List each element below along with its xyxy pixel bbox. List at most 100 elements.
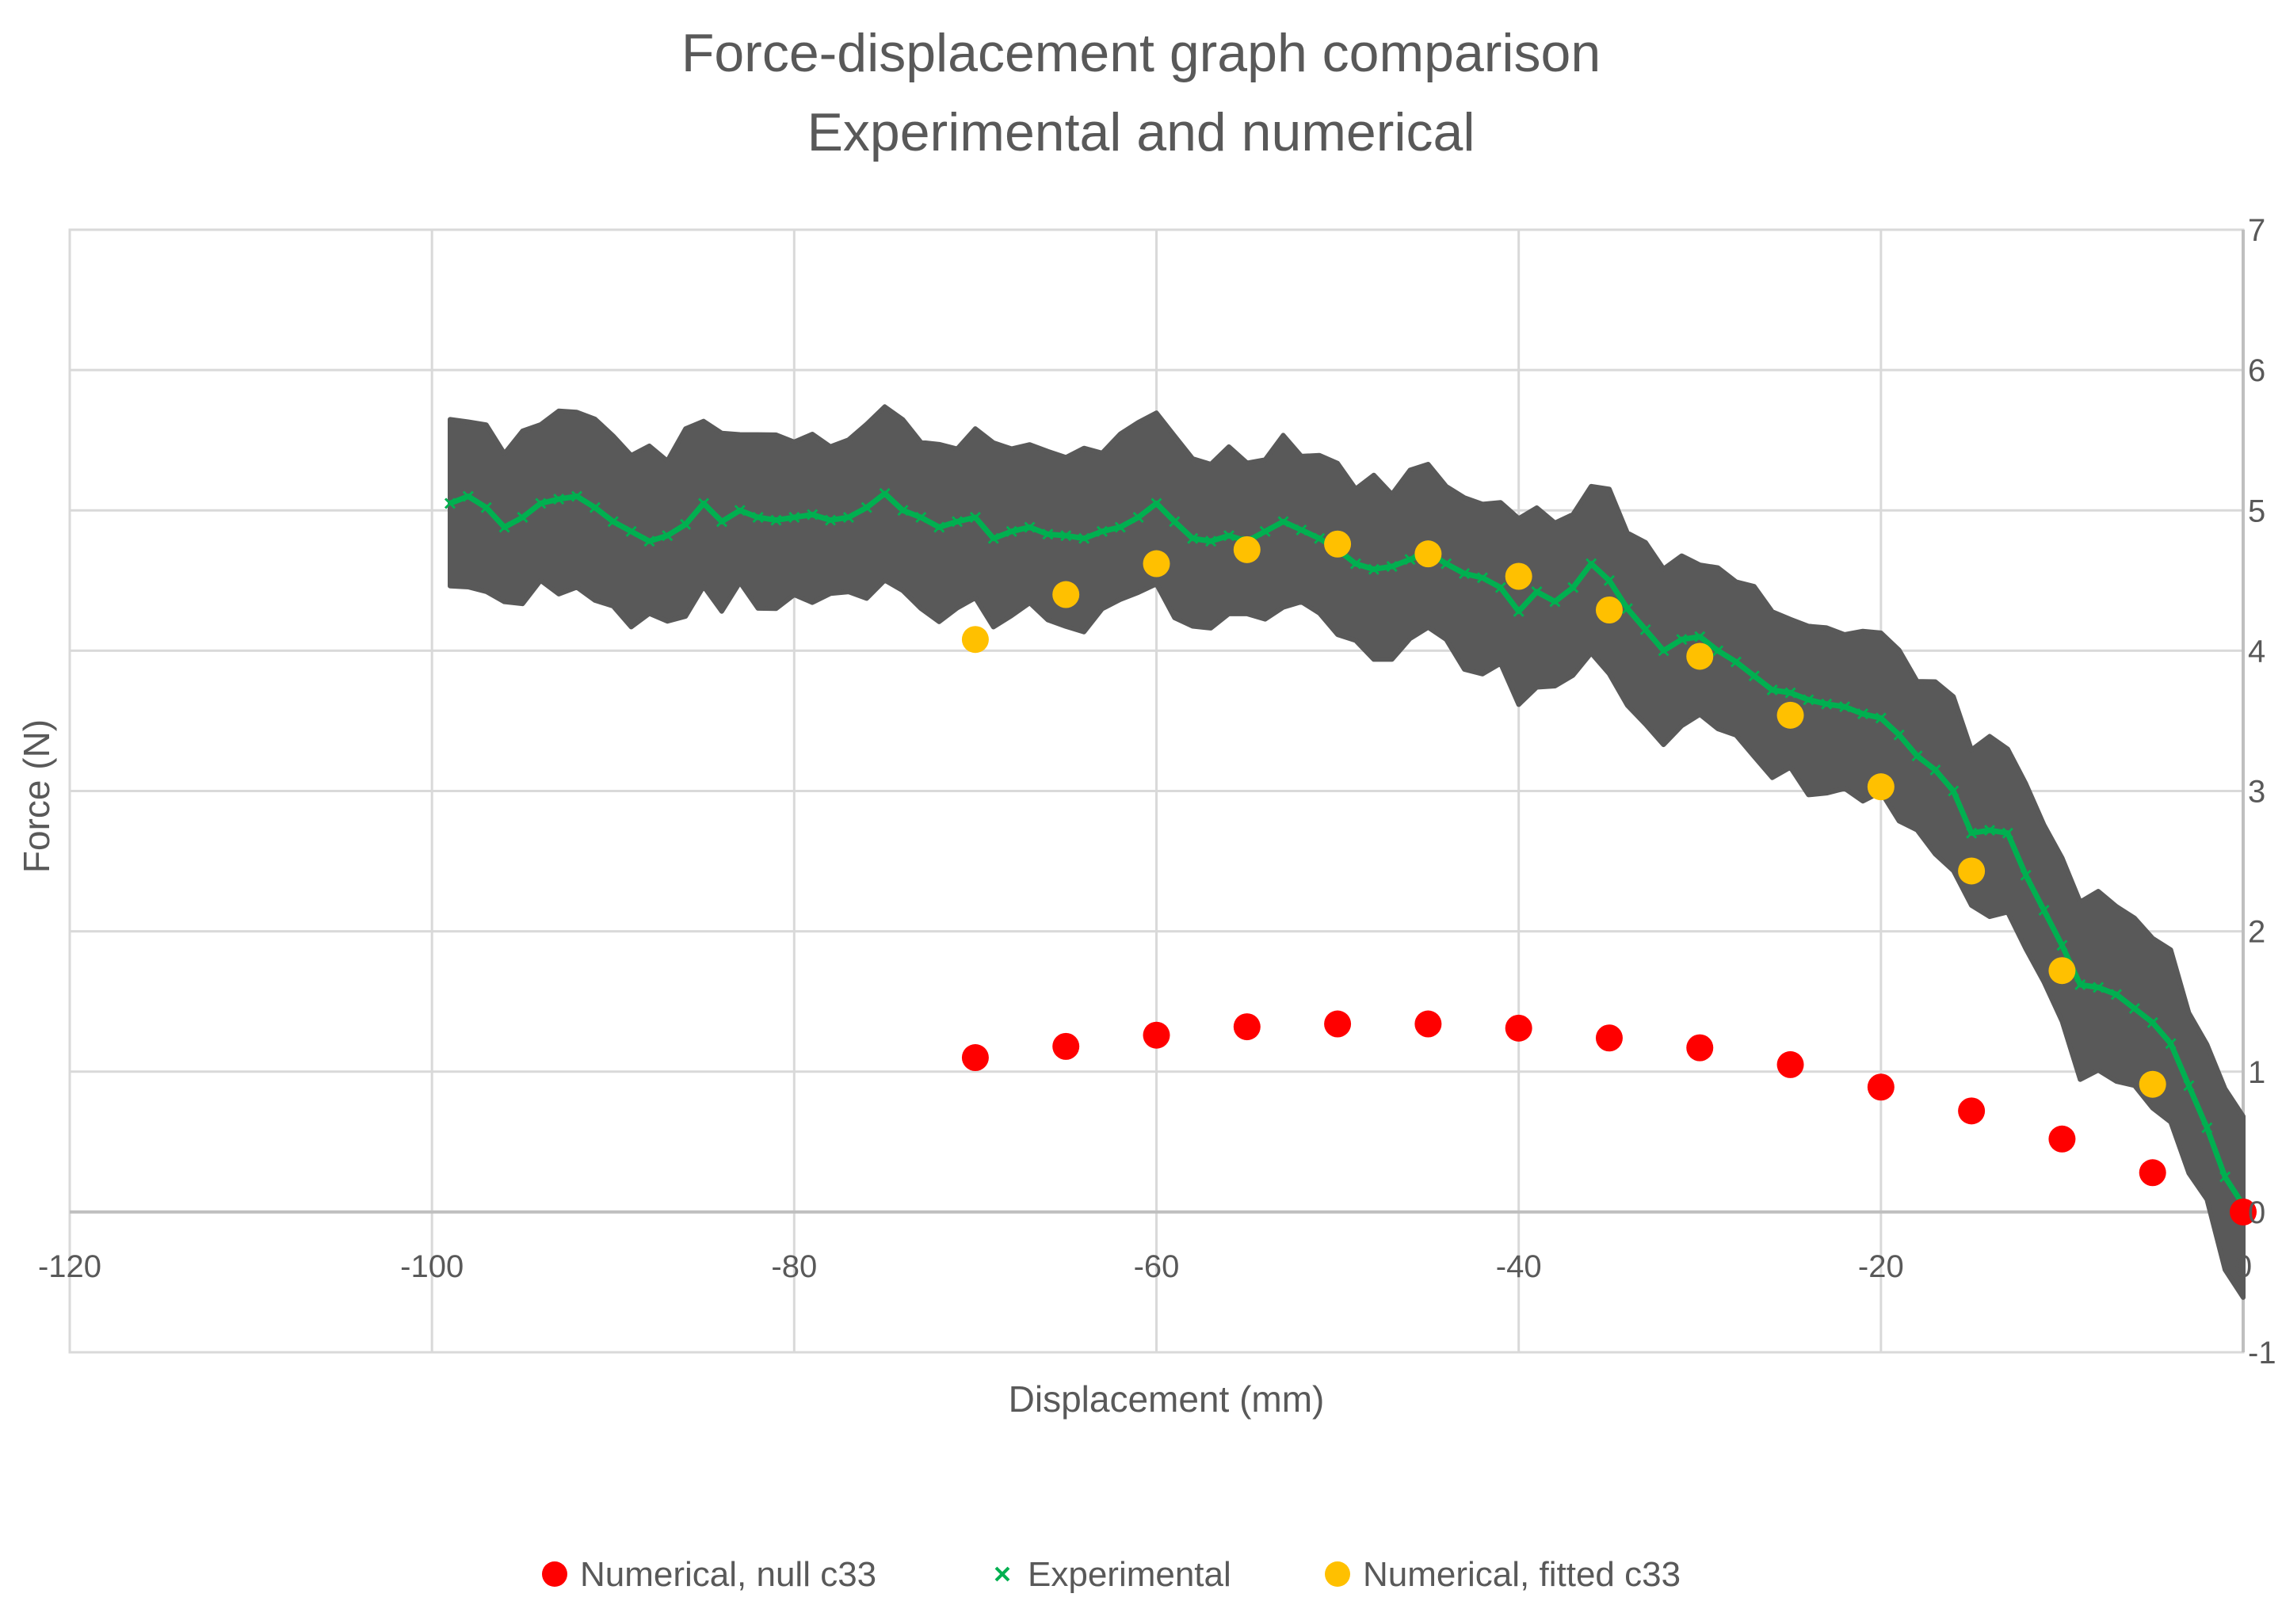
legend-label: Numerical, fitted c33: [1363, 1555, 1681, 1594]
x-axis-title: Displacement (mm): [1009, 1378, 1325, 1420]
fitted-c33-point: [1958, 857, 1986, 885]
experimental-point: [625, 525, 637, 537]
legend-item: Numerical, fitted c33: [1325, 1555, 1681, 1594]
fitted-c33-point: [961, 626, 989, 654]
experimental-point: [2074, 978, 2086, 990]
experimental-point: [861, 501, 872, 513]
fitted-c33-point: [1686, 642, 1714, 670]
null-c33-point: [2048, 1125, 2076, 1153]
x-tick-label: 0: [2234, 1249, 2252, 1284]
experimental-point: [1676, 634, 1688, 646]
x-tick-label: -100: [400, 1249, 464, 1284]
experimental-series-line: [448, 490, 2246, 1207]
experimental-point: [969, 512, 981, 524]
experimental-point: [2165, 1038, 2177, 1050]
experimental-point: [752, 512, 764, 524]
x-tick-label: -60: [1134, 1249, 1180, 1284]
chart-title: Force-displacement graph comparison: [681, 23, 1601, 83]
legend-label: Experimental: [1028, 1555, 1231, 1594]
experimental-point: [1259, 525, 1271, 537]
experimental-point: [897, 505, 909, 517]
experimental-point: [2056, 940, 2068, 951]
experimental-point: [1839, 701, 1851, 713]
null-c33-point: [1414, 1010, 1442, 1038]
y-axis-title: Force (N): [16, 719, 57, 873]
experimental-point: [553, 494, 565, 505]
legend-item: Numerical, null c33: [542, 1555, 876, 1594]
experimental-band: [448, 404, 2246, 1300]
experimental-point: [462, 490, 474, 502]
null-c33-point: [2230, 1198, 2257, 1226]
experimental-point: [570, 490, 583, 502]
experimental-point: [1114, 521, 1126, 533]
experimental-point: [1132, 512, 1144, 524]
experimental-point: [1929, 764, 1941, 776]
experimental-point: [589, 501, 601, 513]
experimental-point: [480, 501, 492, 513]
experimental-point: [1476, 572, 1489, 584]
experimental-point: [1549, 596, 1561, 608]
fitted-c33-point: [1414, 540, 1442, 568]
experimental-point: [1586, 558, 1597, 570]
experimental-point: [1893, 729, 1905, 741]
experimental-point: [498, 521, 510, 533]
chart-subtitle: Experimental and numerical: [807, 102, 1475, 162]
null-c33-point: [1052, 1032, 1080, 1060]
experimental-point: [1223, 530, 1234, 542]
x-tick-label: -20: [1858, 1249, 1904, 1284]
experimental-point: [2183, 1080, 2195, 1092]
experimental-point: [1875, 712, 1887, 724]
experimental-point: [1658, 645, 1670, 657]
x-tick-label: -40: [1496, 1249, 1542, 1284]
experimental-point: [662, 530, 674, 542]
y-tick-label: 5: [2248, 494, 2265, 528]
experimental-point: [824, 514, 837, 526]
fitted-c33-point: [1143, 550, 1170, 578]
experimental-point: [1911, 750, 1923, 762]
experimental-point: [987, 532, 999, 544]
experimental-point: [1857, 708, 1869, 720]
experimental-point: [1603, 574, 1616, 586]
null-c33-point: [961, 1044, 989, 1072]
experimental-point: [1024, 521, 1036, 533]
legend-marker: [994, 1566, 1010, 1582]
experimental-point: [1187, 532, 1199, 544]
experimental-point: [444, 497, 456, 509]
y-tick-label: 0: [2248, 1195, 2265, 1230]
experimental-point: [1042, 528, 1054, 540]
experimental-point: [1441, 558, 1452, 570]
experimental-point: [1639, 623, 1651, 635]
fitted-c33-point: [1324, 530, 1352, 558]
experimental-point: [1459, 567, 1471, 580]
experimental-point: [1205, 536, 1217, 547]
series-marks: [444, 487, 2257, 1226]
experimental-point: [607, 516, 619, 528]
experimental-point: [1748, 670, 1760, 682]
experimental-point: [1078, 532, 1090, 544]
experimental-point: [1983, 825, 1996, 837]
y-tick-label: 7: [2248, 213, 2265, 248]
experimental-point: [2201, 1122, 2213, 1134]
experimental-point: [1096, 525, 1108, 537]
experimental-point: [933, 521, 945, 533]
experimental-point: [2128, 1002, 2140, 1015]
y-tick-label: 1: [2248, 1055, 2265, 1090]
experimental-point: [1494, 581, 1506, 593]
experimental-point: [951, 516, 964, 528]
tick-labels: -120 -100 -80 -60 -40 -20 0 -1 0 1 2 3 4 5 6 7: [38, 213, 2276, 1370]
experimental-point: [1531, 585, 1543, 598]
fitted-c33-point: [1052, 581, 1080, 608]
experimental-point: [807, 509, 819, 520]
experimental-point: [1730, 656, 1742, 668]
experimental-point: [2020, 869, 2032, 881]
null-c33-point: [1776, 1050, 1804, 1078]
fitted-c33-point: [2048, 957, 2076, 985]
null-c33-point: [2139, 1159, 2166, 1187]
fitted-c33-point: [1595, 597, 1623, 624]
experimental-point: [1766, 684, 1778, 696]
experimental-point: [1151, 497, 1162, 509]
null-c33-point: [1324, 1010, 1352, 1038]
experimental-point: [1314, 532, 1326, 544]
